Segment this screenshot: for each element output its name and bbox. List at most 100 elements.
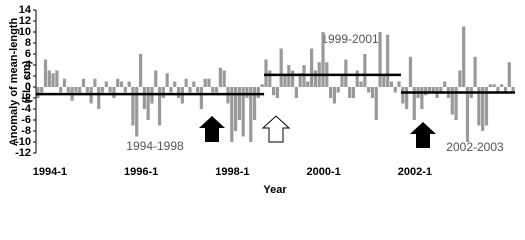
- bar: [207, 78, 211, 87]
- y-tick-label: 0: [25, 81, 31, 93]
- bar: [329, 87, 333, 98]
- y-tick-label: -12: [15, 147, 31, 159]
- bar: [336, 87, 340, 93]
- bar: [374, 87, 378, 120]
- bar: [237, 87, 241, 120]
- period-label: 1999-2001: [321, 32, 379, 46]
- bar: [348, 87, 352, 98]
- bar: [135, 87, 139, 137]
- arrow: [199, 116, 225, 142]
- bar: [465, 87, 470, 142]
- arrow: [261, 115, 291, 143]
- bar: [78, 87, 82, 96]
- bar: [313, 70, 318, 87]
- bar: [116, 78, 120, 87]
- bar: [363, 54, 367, 87]
- bar: [340, 76, 344, 87]
- bar: [157, 87, 162, 126]
- y-tick-label: 4: [25, 59, 32, 71]
- x-axis-label: Year: [263, 184, 287, 196]
- bar: [123, 87, 127, 93]
- y-tick-label: 12: [19, 15, 31, 27]
- bar: [496, 87, 500, 93]
- bar: [161, 87, 165, 98]
- bar: [173, 81, 177, 87]
- bar: [503, 87, 508, 93]
- bar: [450, 87, 454, 115]
- bar: [74, 87, 78, 93]
- bar: [245, 87, 249, 98]
- bar: [405, 87, 409, 109]
- y-tick-label: 6: [25, 48, 31, 60]
- y-axis-label: (FL. cm): [21, 60, 33, 103]
- bar: [195, 87, 200, 93]
- bar: [85, 87, 89, 93]
- bar: [481, 87, 485, 131]
- bar: [249, 87, 253, 142]
- bar: [165, 73, 169, 87]
- bar: [389, 81, 394, 87]
- bar: [47, 70, 51, 87]
- bar: [43, 59, 48, 87]
- bar: [100, 87, 105, 93]
- bar: [507, 62, 511, 87]
- bar: [264, 59, 268, 87]
- bar: [66, 87, 70, 93]
- bar: [283, 76, 287, 87]
- bar: [473, 56, 477, 87]
- x-tick-label: 1996-1: [124, 166, 158, 178]
- bar: [112, 87, 116, 98]
- bar: [424, 87, 428, 96]
- period-label: 1994-1998: [126, 139, 184, 153]
- bar: [199, 87, 203, 109]
- bar: [458, 70, 462, 87]
- bar: [169, 87, 173, 93]
- bar: [256, 87, 260, 98]
- bar: [306, 81, 310, 87]
- bar: [332, 87, 337, 104]
- bar: [104, 81, 108, 87]
- bar: [443, 81, 447, 87]
- bar: [500, 84, 504, 87]
- x-tick-label: 2002-1: [398, 166, 432, 178]
- bar: [462, 26, 466, 87]
- bar: [431, 87, 435, 93]
- bar: [192, 81, 196, 87]
- bar: [359, 81, 363, 87]
- bar: [218, 67, 222, 87]
- bar: [59, 87, 63, 93]
- y-axis-label: Anomaly of mean-length: [8, 18, 20, 147]
- bar: [401, 87, 405, 104]
- x-tick-label: 1998-1: [215, 166, 249, 178]
- arrow: [410, 122, 436, 148]
- x-tick-label: 2000-1: [306, 166, 340, 178]
- bar: [138, 54, 143, 87]
- bar: [370, 87, 375, 98]
- bar: [351, 87, 356, 98]
- y-tick-label: 10: [19, 26, 31, 38]
- bar: [397, 81, 401, 87]
- bar: [51, 73, 55, 87]
- bar: [279, 48, 283, 87]
- period-label: 2002-2003: [446, 140, 504, 154]
- bar: [154, 70, 158, 87]
- bar: [252, 87, 257, 120]
- bar: [119, 81, 124, 87]
- bar: [40, 87, 44, 93]
- bar: [427, 87, 432, 93]
- y-tick-label: -2: [21, 92, 31, 104]
- bar: [222, 70, 226, 87]
- bar: [211, 87, 215, 93]
- bar: [272, 87, 276, 96]
- y-tick-label: -6: [21, 114, 31, 126]
- bar: [344, 59, 348, 87]
- bar: [477, 87, 481, 126]
- bar: [408, 56, 413, 87]
- bar: [454, 87, 458, 120]
- bar: [127, 81, 131, 87]
- bar: [298, 73, 302, 87]
- bar: [188, 87, 192, 93]
- bar: [260, 84, 264, 87]
- y-tick-label: 14: [19, 4, 32, 16]
- bar: [146, 87, 150, 120]
